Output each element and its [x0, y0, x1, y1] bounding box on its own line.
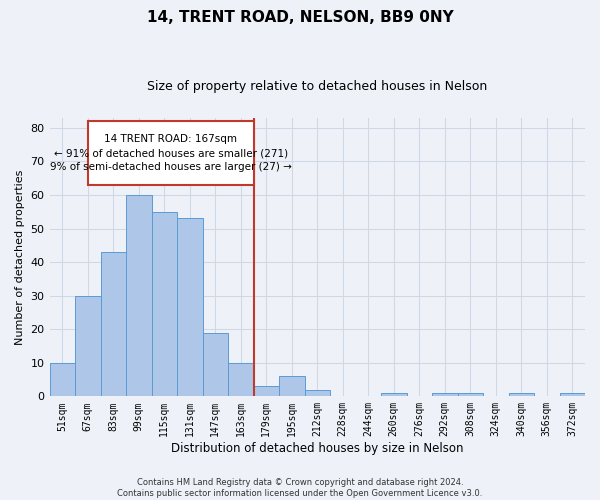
Bar: [126, 195, 152, 396]
Bar: [432, 393, 458, 396]
FancyBboxPatch shape: [88, 121, 254, 185]
Title: Size of property relative to detached houses in Nelson: Size of property relative to detached ho…: [147, 80, 487, 93]
Text: 14, TRENT ROAD, NELSON, BB9 0NY: 14, TRENT ROAD, NELSON, BB9 0NY: [146, 10, 454, 25]
Text: Contains HM Land Registry data © Crown copyright and database right 2024.
Contai: Contains HM Land Registry data © Crown c…: [118, 478, 482, 498]
Y-axis label: Number of detached properties: Number of detached properties: [15, 170, 25, 344]
Bar: [101, 252, 126, 396]
Bar: [305, 390, 330, 396]
Bar: [509, 393, 534, 396]
Bar: [75, 296, 101, 396]
Bar: [279, 376, 305, 396]
Bar: [381, 393, 407, 396]
Bar: [560, 393, 585, 396]
Bar: [177, 218, 203, 396]
Text: 14 TRENT ROAD: 167sqm
← 91% of detached houses are smaller (271)
9% of semi-deta: 14 TRENT ROAD: 167sqm ← 91% of detached …: [50, 134, 292, 172]
X-axis label: Distribution of detached houses by size in Nelson: Distribution of detached houses by size …: [171, 442, 464, 455]
Bar: [254, 386, 279, 396]
Bar: [228, 363, 254, 396]
Bar: [50, 363, 75, 396]
Bar: [203, 332, 228, 396]
Bar: [152, 212, 177, 396]
Bar: [458, 393, 483, 396]
